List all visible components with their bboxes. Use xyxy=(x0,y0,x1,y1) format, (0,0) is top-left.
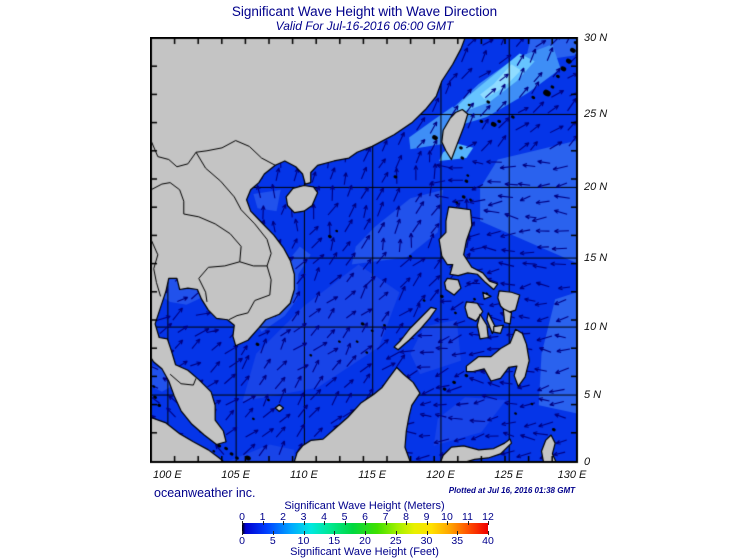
colorbar-tick xyxy=(447,521,448,525)
colorbar-foot-value: 35 xyxy=(451,535,464,547)
colorbar-tick xyxy=(262,521,264,525)
colorbar-tick xyxy=(426,521,428,525)
y-axis-label: 5 N xyxy=(584,388,602,401)
colorbar-tick xyxy=(488,521,489,525)
y-axis-label: 0 xyxy=(584,456,591,468)
colorbar-meter-value: 5 xyxy=(341,511,348,523)
colorbar-meters-label: Significant Wave Height (Meters) xyxy=(284,500,445,512)
colorbar-foot-value: 15 xyxy=(328,535,341,547)
colorbar-foot-value: 40 xyxy=(482,535,494,547)
colorbar-meter-value: 10 xyxy=(441,511,453,523)
colorbar-tick xyxy=(467,521,469,525)
page-title: Significant Wave Height with Wave Direct… xyxy=(231,4,498,19)
colorbar-meter-value: 8 xyxy=(403,511,409,523)
colorbar-meter-value: 11 xyxy=(462,511,473,523)
x-axis-label: 115 E xyxy=(358,469,387,481)
x-axis-label: 125 E xyxy=(494,469,524,481)
colorbar-meter-value: 1 xyxy=(259,511,266,523)
valid-time-subtitle: Valid For Jul-16-2016 06:00 GMT xyxy=(275,19,454,33)
x-axis-label: 100 E xyxy=(153,469,182,481)
oceanweather-credit: oceanweather inc. xyxy=(154,486,256,500)
colorbar-tick xyxy=(395,531,397,535)
colorbar-tick xyxy=(242,531,243,535)
colorbar-meter-value: 12 xyxy=(482,511,494,523)
plotted-timestamp: Plotted at Jul 16, 2016 01:38 GMT xyxy=(448,486,575,495)
y-axis-label: 25 N xyxy=(584,107,608,120)
colorbar-foot-value: 20 xyxy=(359,535,371,547)
x-axis-label: 110 E xyxy=(289,469,318,481)
colorbar-meter-value: 4 xyxy=(321,511,327,523)
map-area xyxy=(150,37,579,465)
wave-map-canvas xyxy=(150,37,579,465)
colorbar-tick xyxy=(365,521,366,525)
colorbar-foot-value: 25 xyxy=(389,535,402,547)
colorbar-tick xyxy=(385,521,387,525)
y-axis-label: 20 N xyxy=(584,180,608,193)
colorbar-meter-value: 7 xyxy=(382,511,389,523)
colorbar-tick xyxy=(283,521,284,525)
y-axis-label: 30 N xyxy=(584,32,608,44)
colorbar-meter-value: 0 xyxy=(239,511,245,523)
x-axis-label: 130 E xyxy=(557,469,587,481)
colorbar-feet-label: Significant Wave Height (Feet) xyxy=(290,546,439,558)
colorbar-tick xyxy=(365,531,366,535)
colorbar-tick xyxy=(242,521,243,525)
colorbar-gradient xyxy=(242,523,488,534)
colorbar-meter-value: 2 xyxy=(280,511,286,523)
colorbar-tick xyxy=(406,521,407,525)
colorbar-tick xyxy=(303,531,305,535)
colorbar-meter-value: 3 xyxy=(300,511,307,523)
colorbar-tick xyxy=(272,531,274,535)
colorbar-foot-value: 5 xyxy=(269,535,276,547)
colorbar-tick xyxy=(334,531,336,535)
colorbar-tick xyxy=(426,531,428,535)
colorbar-meter-value: 6 xyxy=(362,511,368,523)
x-axis-label: 120 E xyxy=(426,469,455,481)
y-axis-label: 15 N xyxy=(584,251,608,264)
colorbar-tick xyxy=(488,531,489,535)
colorbar-meter-value: 9 xyxy=(423,511,430,523)
colorbar-tick xyxy=(303,521,305,525)
x-axis-label: 105 E xyxy=(221,469,251,481)
colorbar-tick xyxy=(344,521,346,525)
y-axis-label: 10 N xyxy=(584,320,608,333)
colorbar-foot-value: 30 xyxy=(420,535,433,547)
colorbar-tick xyxy=(324,521,325,525)
colorbar-foot-value: 10 xyxy=(297,535,310,547)
colorbar-tick xyxy=(457,531,459,535)
colorbar-foot-value: 0 xyxy=(239,535,245,547)
